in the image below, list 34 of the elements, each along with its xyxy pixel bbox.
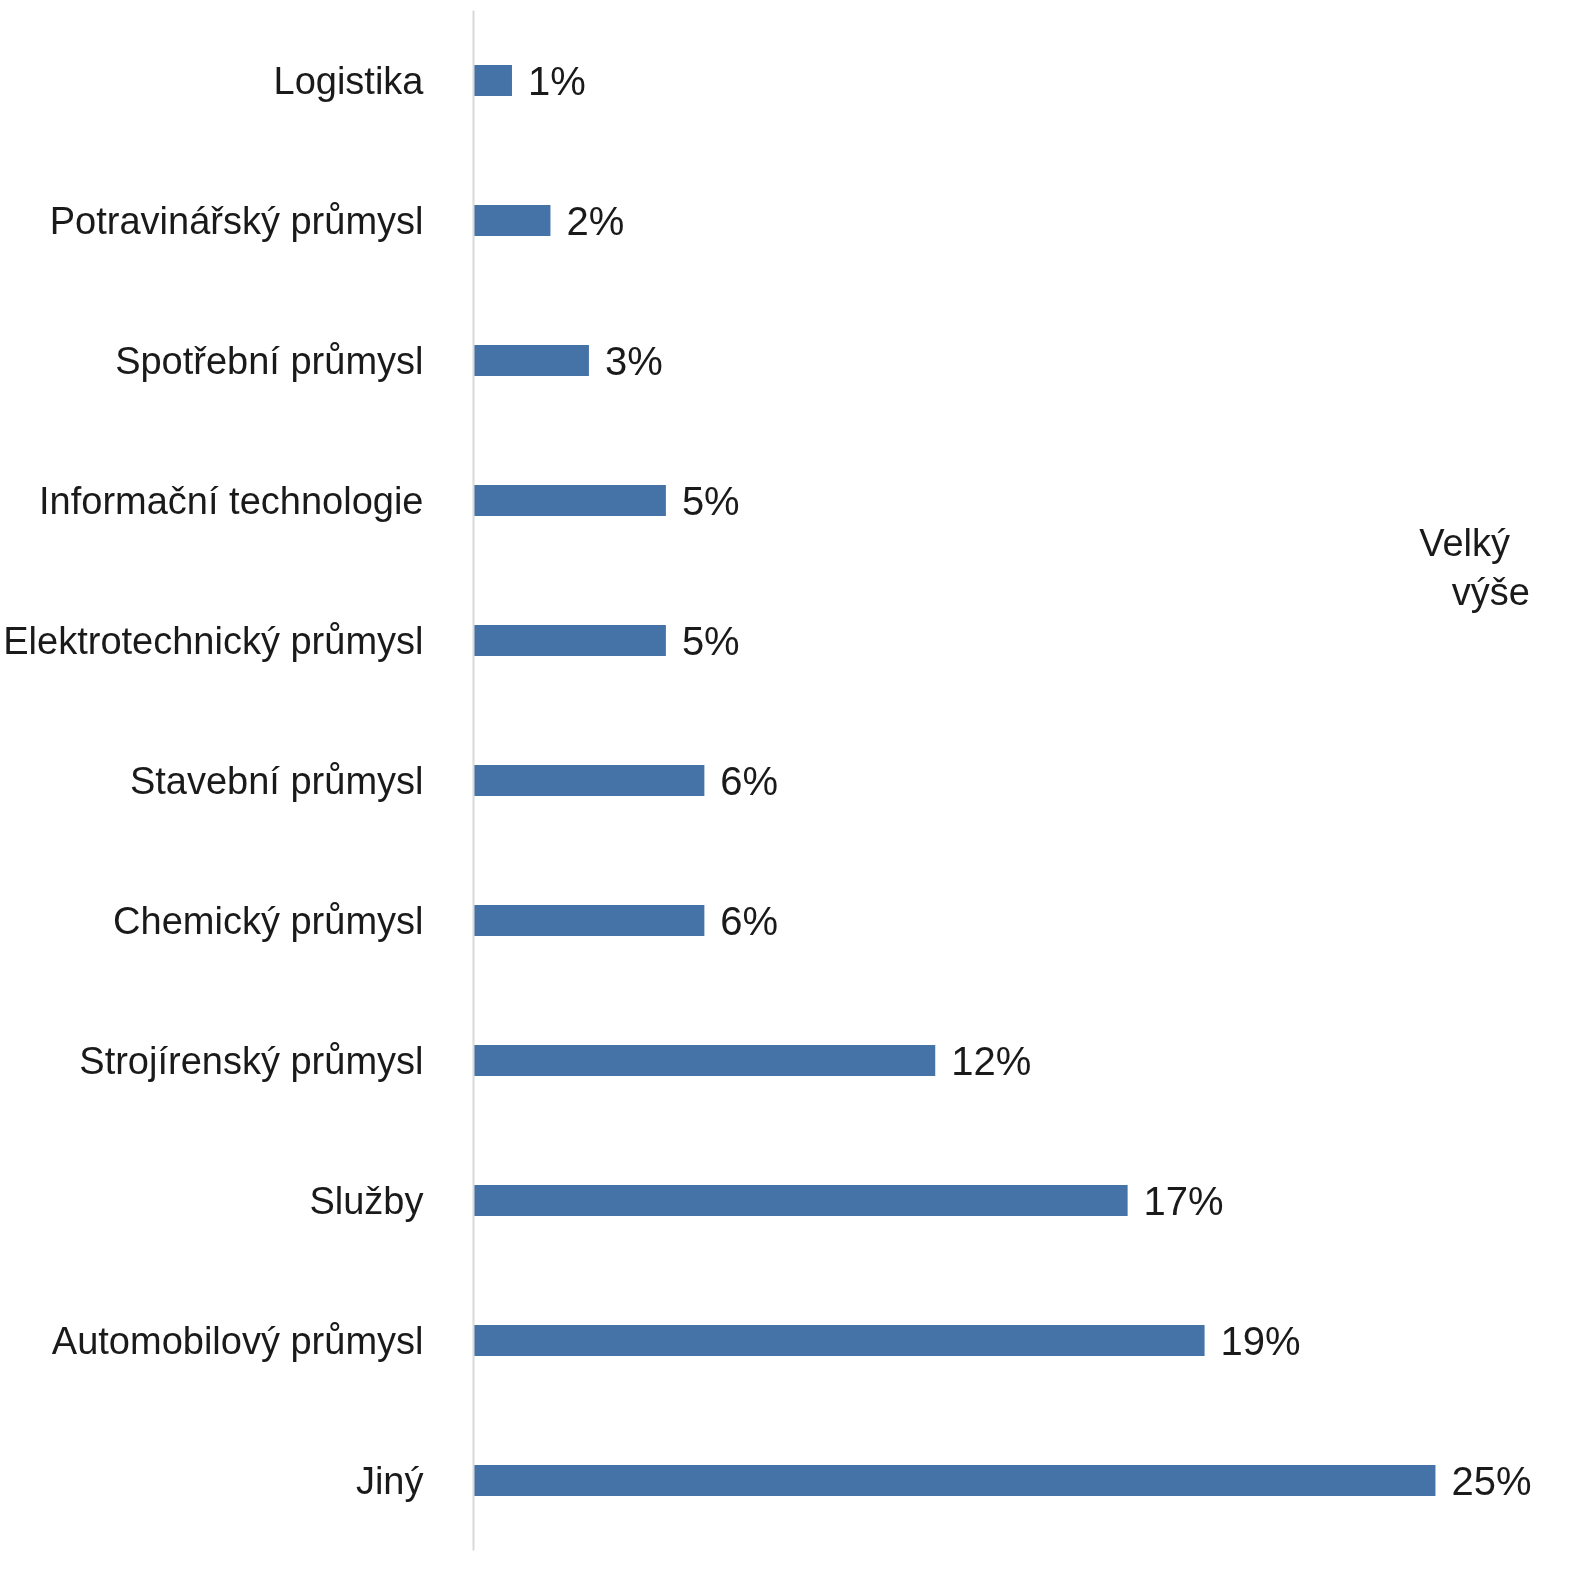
bar	[473, 1185, 1128, 1216]
bar	[473, 905, 705, 936]
annotation: Velký výše	[1419, 521, 1530, 613]
bar	[473, 205, 551, 236]
bar	[473, 1045, 936, 1076]
bar	[473, 345, 589, 376]
y-tick-label: Stavební průmysl	[129, 759, 424, 802]
y-tick-label: Informační technologie	[39, 479, 424, 522]
y-tick-label: Chemický průmysl	[113, 899, 424, 942]
y-tick-label: Automobilový průmysl	[51, 1319, 424, 1362]
bar	[473, 765, 705, 796]
y-tick-label: Logistika	[273, 59, 425, 102]
bar	[473, 65, 512, 96]
data-label: 1%	[527, 58, 586, 103]
data-label: 6%	[720, 758, 779, 803]
bar	[473, 625, 666, 656]
data-label: 17%	[1143, 1178, 1224, 1223]
bar	[473, 485, 666, 516]
data-label: 2%	[566, 198, 625, 243]
data-label: 25%	[1451, 1458, 1532, 1503]
y-tick-label: Jiný	[355, 1459, 424, 1502]
y-tick-label: Služby	[309, 1179, 424, 1222]
bar	[473, 1465, 1436, 1496]
bar	[473, 1325, 1205, 1356]
data-label: 19%	[1220, 1318, 1301, 1363]
data-label: 12%	[951, 1038, 1032, 1083]
y-tick-label: Strojírenský průmysl	[79, 1039, 424, 1082]
data-label: 5%	[681, 618, 740, 663]
y-tick-label: Potravinářský průmysl	[49, 199, 424, 242]
data-label: 3%	[604, 338, 663, 383]
data-label: 6%	[720, 898, 779, 943]
data-label: 5%	[681, 478, 740, 523]
y-tick-label: Spotřební průmysl	[115, 339, 424, 382]
y-tick-label: Elektrotechnický průmysl	[3, 619, 424, 662]
